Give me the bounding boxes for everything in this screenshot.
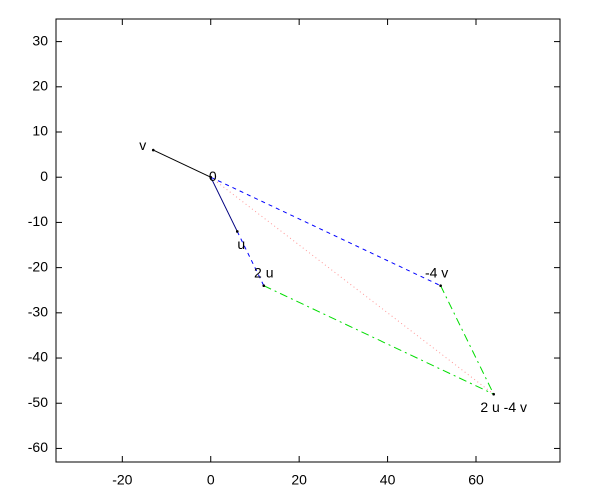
x-tick-label: 20 — [291, 472, 307, 488]
vector-segment — [210, 176, 494, 395]
x-tick-label: 0 — [207, 472, 215, 488]
point-label: 2 u — [254, 264, 273, 280]
vector-segment — [210, 176, 238, 232]
y-tick-label: 10 — [32, 123, 48, 139]
y-tick-label: 0 — [40, 168, 48, 184]
plot-frame — [55, 18, 561, 463]
point — [151, 148, 155, 152]
y-tick-label: -40 — [28, 349, 48, 365]
y-tick-label: -20 — [28, 258, 48, 274]
point — [209, 175, 213, 179]
vector-segment — [440, 285, 495, 395]
point — [235, 230, 239, 233]
x-tick-label: 60 — [468, 472, 484, 488]
point — [492, 392, 495, 396]
vector-segment — [210, 176, 441, 287]
y-tick-label: -60 — [28, 439, 48, 455]
y-tick-label: -30 — [28, 304, 48, 320]
point-label: 0 — [209, 168, 217, 184]
y-tick-label: -10 — [28, 213, 48, 229]
point-label: v — [139, 137, 146, 153]
vector-segment — [153, 149, 211, 178]
x-tick-label: -20 — [112, 472, 132, 488]
point-label: u — [237, 236, 245, 252]
y-tick-label: -50 — [28, 394, 48, 410]
point-label: 2 u -4 v — [480, 399, 527, 415]
x-tick-label: 40 — [380, 472, 396, 488]
vector-segment — [263, 285, 494, 395]
vector-segment — [236, 231, 265, 286]
point — [439, 284, 442, 288]
y-tick-label: 20 — [32, 78, 48, 94]
point — [262, 284, 266, 288]
point-label: -4 v — [425, 264, 448, 280]
y-tick-label: 30 — [32, 32, 48, 48]
